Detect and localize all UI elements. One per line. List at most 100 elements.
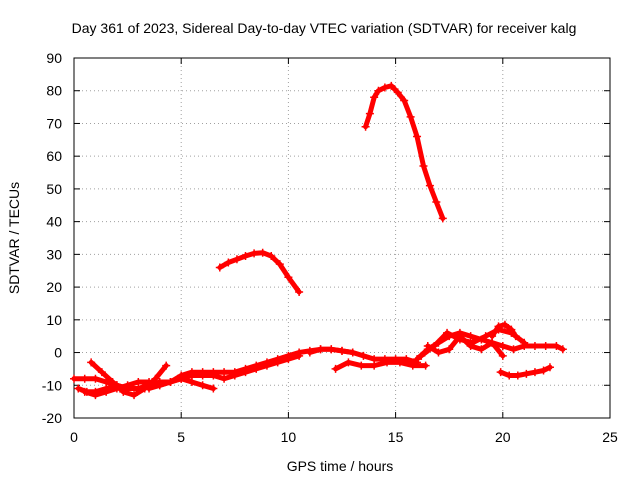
series-track-f (217, 250, 302, 295)
data-point (316, 345, 325, 354)
data-point (295, 288, 304, 296)
data-point (380, 83, 389, 92)
data-point (209, 371, 218, 380)
data-point (509, 345, 518, 354)
y-tick-label: 20 (46, 279, 62, 295)
chart-title: Day 361 of 2023, Sidereal Day-to-day VTE… (72, 20, 577, 36)
data-point (423, 342, 432, 350)
x-tick-label: 5 (177, 429, 185, 445)
data-point (91, 391, 100, 400)
data-point (408, 361, 417, 370)
data-point (425, 181, 434, 190)
y-tick-label: 30 (46, 246, 62, 262)
data-point (539, 366, 548, 375)
data-point (438, 214, 447, 223)
data-point (443, 328, 452, 337)
data-point (393, 88, 402, 97)
data-point (275, 260, 284, 269)
x-tick-label: 10 (281, 429, 297, 445)
data-point (530, 342, 539, 350)
data-point (520, 338, 529, 347)
data-point (91, 374, 100, 383)
y-tick-label: 90 (46, 50, 62, 66)
data-point (220, 374, 229, 383)
data-point (331, 364, 340, 373)
data-point (209, 384, 218, 393)
data-point (541, 342, 550, 350)
data-point (267, 252, 276, 260)
data-point (498, 351, 507, 360)
data-point (387, 81, 396, 90)
data-point (552, 342, 561, 350)
data-point (162, 361, 171, 370)
data-point (374, 86, 383, 95)
data-point (455, 332, 464, 341)
data-point (123, 381, 132, 390)
data-point (177, 374, 186, 383)
data-point (348, 348, 357, 357)
y-tick-label: 80 (46, 83, 62, 99)
series-track-i (363, 83, 446, 221)
data-point (87, 358, 96, 367)
data-point (215, 263, 224, 272)
data-point (370, 361, 379, 370)
y-tick-label: 0 (54, 345, 62, 361)
data-point (507, 325, 516, 334)
data-point (232, 255, 241, 264)
data-point (273, 358, 282, 367)
data-point (166, 378, 175, 386)
data-point (413, 132, 422, 141)
data-point (488, 332, 497, 341)
data-point (145, 384, 154, 393)
data-point (198, 381, 207, 390)
data-point (295, 351, 304, 360)
data-point (500, 320, 509, 329)
data-point (250, 249, 259, 258)
data-point (80, 374, 89, 383)
data-point (102, 387, 111, 396)
y-axis-label: SDTVAR / TECUs (6, 182, 22, 294)
data-point (434, 348, 443, 357)
data-point (284, 273, 293, 282)
data-point (498, 342, 507, 350)
data-point (134, 378, 143, 386)
data-point (230, 371, 239, 380)
axis-ticks: 0 5 10 15 20 25 -20 -10 0 10 20 30 40 50 60 70 80 90 (42, 50, 618, 445)
data-point (70, 374, 78, 383)
data-point (241, 368, 250, 377)
data-point (338, 346, 346, 355)
y-tick-label: 70 (46, 115, 62, 131)
x-tick-label: 20 (495, 429, 511, 445)
data-point (558, 345, 567, 354)
data-point (151, 374, 160, 383)
y-tick-label: -20 (42, 410, 62, 426)
data-point (494, 322, 503, 331)
data-point (522, 369, 531, 378)
plot-frame (73, 57, 611, 419)
data-point (383, 358, 392, 367)
y-tick-label: -10 (42, 377, 62, 393)
data-point (344, 358, 353, 367)
data-point (466, 332, 475, 341)
data-point (530, 368, 539, 377)
data-point (432, 198, 441, 206)
data-point (80, 387, 89, 396)
data-point (357, 361, 366, 370)
x-tick-label: 15 (388, 429, 404, 445)
x-tick-label: 0 (70, 429, 78, 445)
data-point (74, 384, 83, 393)
data-point (112, 384, 121, 393)
data-point (413, 355, 422, 364)
data-point (395, 358, 404, 367)
data-point (252, 364, 261, 373)
data-point (361, 122, 370, 131)
x-axis-label: GPS time / hours (287, 458, 394, 474)
data-point (400, 96, 409, 105)
data-point (258, 248, 267, 257)
x-tick-label: 25 (602, 429, 618, 445)
data-point (187, 378, 196, 386)
data-point (365, 109, 374, 118)
data-point (224, 258, 233, 267)
data-point (419, 162, 428, 170)
data-point (370, 93, 379, 102)
